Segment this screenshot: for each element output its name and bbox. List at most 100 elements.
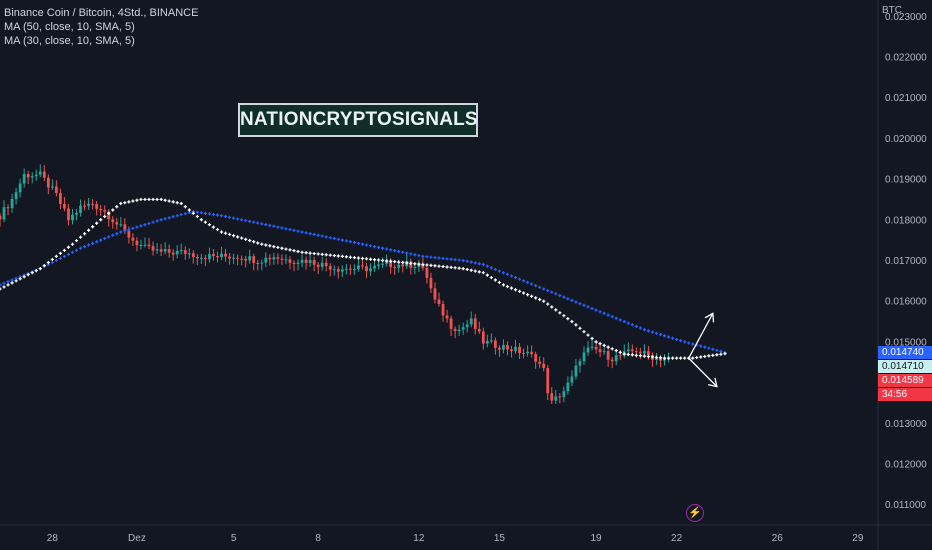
ma50-marker (50, 260, 54, 265)
ma50-marker (437, 256, 441, 260)
candle-body (300, 259, 304, 263)
x-tick-label: 22 (671, 533, 683, 544)
ma50-marker (316, 233, 320, 237)
candle-body (594, 346, 598, 350)
ma50-marker (280, 226, 284, 230)
ma50-marker (376, 245, 381, 250)
ma30-marker (119, 201, 123, 206)
lightning-bolt-icon[interactable]: ⚡ (686, 504, 704, 522)
ma30-marker (276, 245, 280, 250)
ma30-marker (260, 242, 264, 246)
x-tick-label: 29 (852, 533, 864, 544)
ma50-marker (501, 271, 506, 275)
ma30-marker (437, 264, 441, 268)
candle-body (228, 256, 231, 259)
ma30-marker (135, 198, 139, 202)
ma30-marker (296, 249, 300, 254)
ma30-marker (650, 355, 655, 359)
ma30-marker (695, 355, 699, 360)
ma50-marker (658, 332, 663, 337)
candle-body (381, 263, 385, 265)
ma50-marker (78, 246, 83, 250)
ma50-marker (223, 214, 228, 219)
candle-body (320, 262, 324, 267)
y-tick-label: 0.016000 (885, 297, 927, 308)
price-badge-countdown: 34:56 (878, 388, 932, 401)
candle-body (14, 192, 18, 199)
ma50-marker (699, 344, 703, 348)
ma50-marker (453, 258, 457, 262)
candle-body (365, 266, 368, 272)
ma50-marker (445, 257, 449, 261)
ma50-marker (171, 215, 175, 219)
ma30-marker (95, 221, 99, 225)
ma50-marker (87, 243, 91, 247)
ma50-marker (578, 302, 582, 306)
ma30-marker (292, 249, 296, 253)
ma30-marker (70, 242, 75, 246)
ma50-marker (554, 292, 558, 296)
ma30-marker (155, 197, 159, 202)
ma30-marker (151, 197, 155, 202)
ma50-marker (594, 308, 598, 312)
ma50-marker (618, 318, 622, 322)
ma50-marker (107, 235, 111, 239)
ma30-marker (30, 271, 34, 275)
candle-body (216, 256, 219, 258)
ma30-marker (449, 265, 453, 269)
ma30-marker (103, 214, 107, 219)
ma50-marker (509, 274, 514, 278)
price-badge-ma30: 0.014710 (878, 360, 932, 373)
ma50-marker (582, 303, 586, 307)
candle-body (75, 212, 78, 215)
candle-body (385, 261, 389, 264)
candle-body (634, 351, 638, 353)
ma30-marker (207, 223, 212, 227)
ma30-marker (62, 248, 67, 252)
ma50-marker (683, 340, 687, 344)
candle-body (602, 351, 606, 353)
ma50-marker (360, 242, 365, 246)
candle-body (34, 174, 38, 177)
ma30-marker (461, 267, 465, 271)
ma30-marker (312, 251, 316, 256)
ma30-marker (417, 262, 421, 266)
candle-body (336, 269, 340, 272)
candle-body (199, 257, 203, 259)
candle-body (316, 264, 320, 267)
candle-body (252, 256, 256, 263)
candle-body (244, 258, 248, 261)
ma50-marker (397, 249, 401, 254)
ma30-marker (123, 201, 127, 205)
candle-body (457, 329, 461, 332)
ma30-marker (530, 294, 534, 298)
ma30-marker (421, 262, 425, 267)
ma50-marker (143, 223, 147, 227)
ma30-marker (340, 254, 344, 258)
ma30-marker (320, 252, 324, 256)
ma30-marker (159, 197, 163, 202)
ma50-marker (276, 225, 280, 229)
symbol-title[interactable]: Binance Coin / Bitcoin, 4Std., BINANCE (4, 7, 199, 19)
candle-body (18, 183, 22, 193)
ma30-marker (264, 243, 268, 247)
ma50-marker (348, 240, 352, 244)
candle-body (111, 219, 115, 223)
ma50-marker (264, 223, 268, 227)
indicator-ma30-label[interactable]: MA (30, close, 10, SMA, 5) (4, 35, 135, 47)
ma50-marker (626, 321, 630, 325)
candle-body (598, 349, 602, 353)
candle-body (441, 304, 445, 316)
ma30-marker (405, 261, 409, 265)
candle-body (546, 368, 550, 394)
candle-body (373, 265, 376, 269)
indicator-ma50-label[interactable]: MA (50, close, 10, SMA, 5) (4, 21, 135, 33)
candle-body (477, 329, 481, 332)
y-tick-label: 0.021000 (885, 93, 927, 104)
ma50-marker (211, 212, 216, 217)
ma50-marker (256, 221, 260, 225)
candle-body (224, 253, 227, 257)
ma50-marker (630, 323, 634, 327)
ma50-marker (62, 254, 67, 258)
